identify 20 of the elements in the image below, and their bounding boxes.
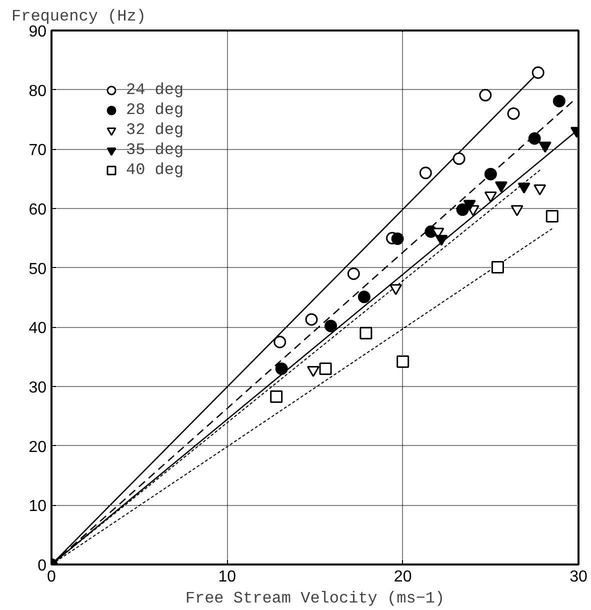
y-tick-label: 30 [28, 380, 47, 396]
x-tick-label: 10 [218, 568, 236, 586]
y-tick-label: 0 [38, 558, 47, 574]
y-tick-label: 40 [28, 320, 47, 338]
y-tick-label: 50 [28, 260, 47, 278]
y-tick-label: 70 [28, 142, 47, 160]
legend-label: 40 deg [126, 161, 184, 179]
y-tick-label: 90 [28, 24, 47, 40]
y-tick-label: 60 [28, 202, 47, 218]
y-tick-label: 10 [28, 498, 47, 516]
legend-label: 24 deg [126, 81, 184, 99]
legend-label: 28 deg [126, 101, 184, 119]
x-tick-label: 20 [394, 568, 412, 586]
y-tick-label: 80 [28, 82, 47, 100]
y-axis-title: Frequency (Hz) [12, 8, 146, 26]
x-tick-label: 30 [570, 568, 588, 586]
legend-label: 35 deg [126, 141, 184, 159]
y-tick-label: 20 [28, 438, 47, 456]
legend-label: 32 deg [126, 121, 184, 139]
x-axis-title: Free Stream Velocity (ms−1) [185, 590, 445, 608]
